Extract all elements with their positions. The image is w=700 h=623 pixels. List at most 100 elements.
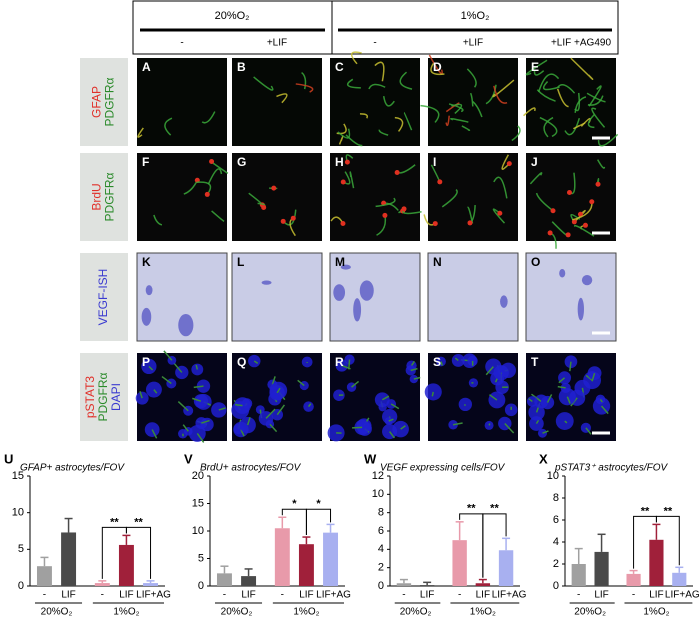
nucleus	[589, 199, 594, 204]
micrograph	[232, 253, 322, 341]
significance-label: **	[110, 516, 119, 528]
nucleus	[345, 160, 350, 165]
x-tick-label: LIF	[61, 590, 75, 601]
row-label: PDGFRα	[103, 77, 117, 126]
x-tick-label: LIF	[299, 590, 313, 601]
x-tick-label: LIF	[476, 590, 490, 601]
nucleus	[341, 180, 346, 185]
y-tick-label: 15	[192, 497, 204, 509]
chart-letter: V	[184, 451, 193, 466]
nucleus	[291, 216, 296, 221]
y-tick-label: 10	[547, 470, 559, 482]
y-tick-label: 10	[372, 488, 384, 500]
x-tick-label: -	[43, 590, 46, 601]
nucleus	[395, 170, 400, 175]
x-tick-label: -	[223, 590, 226, 601]
ish-signal	[353, 298, 361, 321]
row-label: VEGF-ISH	[96, 269, 110, 326]
panel-letter: E	[531, 60, 539, 74]
bar	[323, 533, 338, 586]
ish-signal	[360, 280, 374, 300]
bar	[420, 585, 434, 586]
ish-signal	[333, 284, 345, 301]
ish-signal	[578, 298, 584, 321]
panel-letter: K	[142, 255, 151, 269]
micrograph	[330, 153, 422, 241]
bar	[397, 583, 411, 586]
nucleus	[433, 221, 438, 226]
bar	[275, 528, 290, 586]
panel-letter: J	[531, 155, 538, 169]
micrograph-background	[526, 58, 616, 146]
nucleus	[340, 221, 345, 226]
panel-letter: N	[433, 255, 442, 269]
bar	[452, 540, 466, 586]
y-tick-label: 0	[378, 580, 384, 592]
nucleus	[281, 219, 286, 224]
bar	[499, 550, 513, 586]
header-group-label: 1%O₂	[461, 10, 490, 22]
y-tick-label: 4	[378, 543, 384, 555]
chart-title: GFAP+ astrocytes/FOV	[20, 463, 125, 474]
nucleus	[402, 206, 407, 211]
x-tick-label: -	[402, 590, 405, 601]
y-tick-label: 0	[553, 580, 559, 592]
panel-letter: S	[433, 355, 441, 369]
bar	[649, 540, 663, 586]
significance-label: *	[316, 498, 321, 510]
y-tick-label: 0	[18, 580, 24, 592]
bar	[95, 583, 110, 586]
ish-signal	[178, 314, 193, 336]
dapi-nucleus	[136, 392, 149, 405]
panel-letter: C	[335, 60, 344, 74]
ish-signal	[142, 308, 152, 326]
bar	[241, 576, 256, 586]
x-tick-label: -	[458, 590, 461, 601]
panel-letter: G	[237, 155, 246, 169]
bar	[572, 564, 586, 586]
significance-bracket	[306, 509, 330, 535]
y-tick-label: 2	[378, 562, 384, 574]
micrograph-background	[428, 153, 518, 241]
panel-letter: H	[335, 155, 344, 169]
row-label: BrdU	[90, 183, 104, 210]
y-tick-label: 20	[192, 470, 204, 482]
x-tick-label: LIF	[594, 590, 608, 601]
stain	[235, 405, 242, 406]
group-label: 1%O₂	[113, 607, 139, 618]
x-tick-label: LIF+AG	[136, 590, 171, 601]
x-tick-label: -	[101, 590, 104, 601]
panel-letter: P	[142, 355, 150, 369]
y-tick-label: 5	[198, 552, 204, 564]
nucleus	[209, 159, 214, 164]
dapi-nucleus	[248, 355, 260, 367]
bar	[37, 566, 52, 586]
row-label: PDGFRα	[96, 372, 110, 421]
nucleus	[566, 232, 571, 237]
significance-label: **	[490, 503, 499, 515]
nucleus	[567, 190, 572, 195]
significance-label: *	[292, 498, 297, 510]
y-tick-label: 6	[553, 514, 559, 526]
group-label: 20%O₂	[41, 607, 73, 618]
chart-letter: U	[4, 451, 13, 466]
significance-label: **	[641, 505, 650, 517]
column-label: -	[180, 38, 183, 49]
stain	[432, 392, 433, 396]
significance-label: **	[664, 505, 673, 517]
y-tick-label: 0	[198, 580, 204, 592]
bar	[61, 532, 76, 586]
panel-letter: Q	[237, 355, 246, 369]
panel-letter: L	[237, 255, 244, 269]
x-tick-label: LIF	[241, 590, 255, 601]
stain	[465, 404, 466, 405]
nucleus	[583, 223, 588, 228]
nucleus	[497, 211, 502, 216]
bar	[217, 573, 232, 586]
chart-letter: X	[539, 451, 548, 466]
x-tick-label: -	[577, 590, 580, 601]
micrograph-background	[137, 153, 227, 241]
x-tick-label: -	[632, 590, 635, 601]
group-label: 20%O₂	[221, 607, 253, 618]
